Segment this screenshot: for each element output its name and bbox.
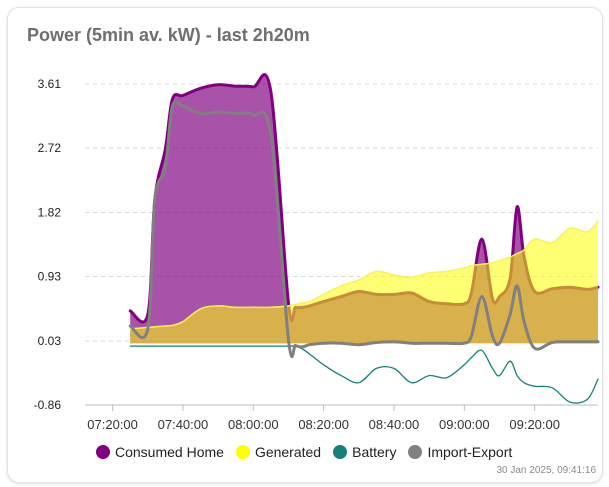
legend-swatch <box>235 445 250 459</box>
legend-label: Battery <box>352 444 397 460</box>
legend-swatch <box>96 445 110 459</box>
y-tick-label: 2.72 <box>38 141 62 155</box>
chart-legend: Consumed Home Generated Battery Import-Expo… <box>96 444 512 460</box>
axis-layer: 3.61 2.72 1.82 0.93 0.03 -0.86 07:20:00 07:40:0… <box>34 77 598 432</box>
x-tick-label: 08:20:00 <box>298 417 349 432</box>
legend-label: Consumed Home <box>115 444 224 460</box>
line-layer <box>128 100 600 358</box>
x-tick-label: 09:20:00 <box>509 417 560 432</box>
x-tick-label: 09:00:00 <box>439 417 490 432</box>
x-tick-label: 08:00:00 <box>228 417 279 432</box>
y-tick-label: -0.86 <box>34 398 62 412</box>
legend-label: Import-Export <box>427 444 513 460</box>
x-tick-label: 07:20:00 <box>87 417 138 432</box>
y-tick-label: 0.93 <box>38 269 62 283</box>
legend-item[interactable]: Import-Export <box>408 444 512 460</box>
legend-item[interactable]: Generated <box>235 444 322 460</box>
series-line-battery <box>129 345 599 404</box>
series-line-generated <box>129 220 599 330</box>
y-tick-label: 3.61 <box>38 77 62 91</box>
series-area-generated <box>130 221 598 344</box>
x-tick-label: 07:40:00 <box>158 417 209 432</box>
legend-swatch <box>408 445 423 459</box>
legend-swatch <box>333 445 348 459</box>
legend-item[interactable]: Consumed Home <box>96 444 224 460</box>
power-chart: 3.61 2.72 1.82 0.93 0.03 -0.86 07:20:00 07:40:0… <box>34 73 600 432</box>
area-layer <box>128 73 600 404</box>
card-title: Power (5min av. kW) - last 2h20m <box>27 25 310 45</box>
y-tick-label: 1.82 <box>38 206 62 220</box>
legend-item[interactable]: Battery <box>333 444 396 460</box>
y-tick-label: 0.03 <box>38 334 62 348</box>
legend-label: Generated <box>254 444 322 460</box>
x-tick-label: 08:40:00 <box>369 417 420 432</box>
last-updated-timestamp: 30 Jan 2025, 09:41:16 <box>496 465 596 476</box>
series-line-import-export <box>128 100 600 358</box>
power-card: Power (5min av. kW) - last 2h20m 3.61 2.7… <box>7 7 603 483</box>
